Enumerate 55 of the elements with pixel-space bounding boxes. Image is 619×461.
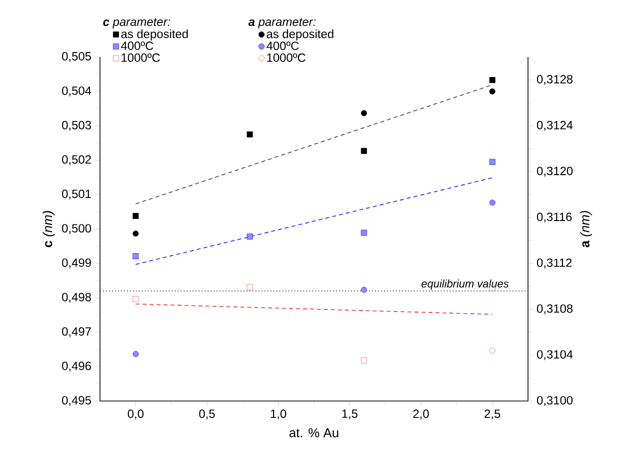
y2-tick-label: 0,3112 [536, 258, 572, 268]
point [360, 230, 367, 236]
point [132, 350, 139, 357]
text: c parameter: [103, 18, 170, 28]
ref-line-label: equilibrium values [422, 280, 509, 290]
x-tick-label: 0,5 [199, 410, 215, 420]
legend-label: 1000ºC [267, 53, 306, 62]
x-tick-label: 2,5 [484, 410, 500, 420]
legend-label: as deposited [121, 29, 188, 41]
y-tick-label: 0,504 [62, 86, 92, 96]
y2-axis-title: a (nm) [580, 211, 592, 248]
point [360, 357, 367, 364]
y2-tick-label: 0,3100 [536, 396, 573, 406]
point [246, 131, 253, 138]
y-tick-label: 0,499 [62, 258, 91, 268]
y2-tick-label: 0,3124 [536, 120, 573, 131]
legend-label: 400ºC [121, 42, 154, 50]
y2-tick-label: 0,3108 [536, 304, 573, 314]
legend-label: 400ºC [266, 42, 299, 50]
point [360, 148, 367, 154]
point [246, 234, 253, 240]
y-tick-label: 0,498 [62, 292, 91, 303]
point [246, 284, 253, 290]
point [489, 158, 496, 165]
point [132, 253, 139, 260]
x-axis-title: at. % Au [289, 428, 338, 438]
legend-label: as deposited [266, 29, 334, 41]
y-axis-title: c (nm) [42, 211, 55, 248]
x-tick-label: 2,0 [413, 410, 429, 420]
point [489, 88, 496, 94]
y2-tick-label: 0,3120 [536, 166, 573, 177]
y-tick-label: 0,495 [62, 396, 91, 406]
legend-label: 1000ºC [122, 53, 160, 62]
y-tick-label: 0,500 [62, 224, 92, 234]
y-tick-label: 0,502 [62, 155, 91, 166]
point [489, 348, 496, 354]
text: a parameter: [248, 18, 316, 28]
point [360, 286, 367, 293]
y2-tick-label: 0,3104 [536, 350, 573, 360]
y-tick-label: 0,496 [62, 362, 91, 372]
y2-tick-label: 0,3128 [536, 74, 573, 85]
point [489, 200, 496, 206]
y-tick-label: 0,505 [62, 52, 91, 62]
x-tick-label: 1,0 [270, 410, 286, 420]
x-tick-label: 0,0 [128, 410, 144, 420]
point [489, 77, 496, 84]
point [132, 230, 139, 237]
x-tick-label: 1,5 [342, 410, 358, 420]
point [132, 296, 139, 302]
point [360, 110, 367, 116]
y-tick-label: 0,503 [62, 120, 91, 131]
y-tick-label: 0,501 [62, 190, 91, 200]
y2-tick-label: 0,3116 [536, 212, 572, 222]
y-tick-label: 0,497 [62, 327, 91, 338]
point [132, 212, 139, 219]
